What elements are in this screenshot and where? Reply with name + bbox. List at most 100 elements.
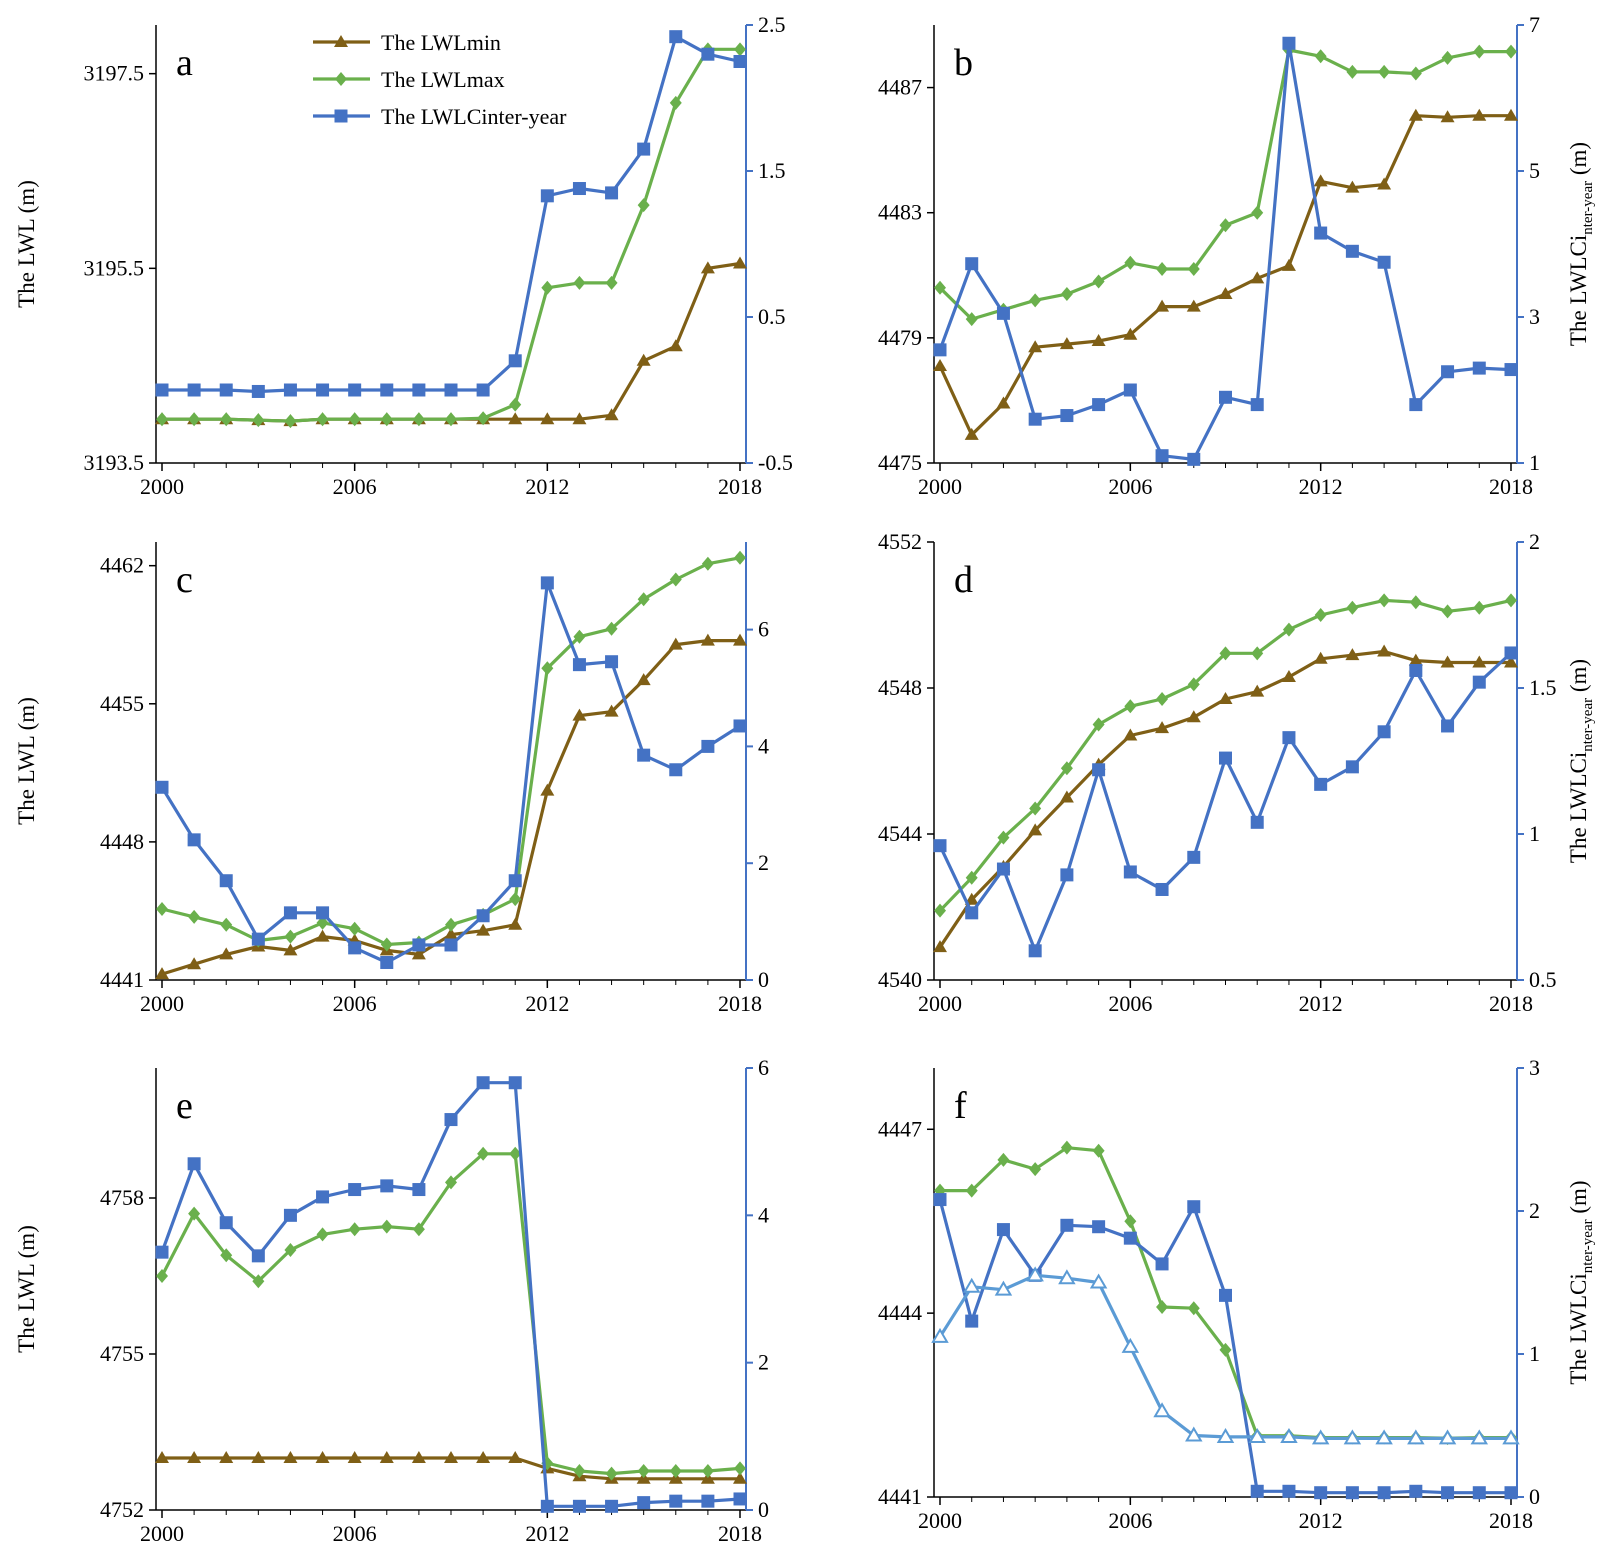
data-point-max xyxy=(316,1227,329,1242)
x-tick-label: 2018 xyxy=(718,1521,762,1546)
data-point-max xyxy=(156,1269,168,1283)
data-point-max xyxy=(965,870,978,885)
data-point-inter xyxy=(283,906,297,920)
data-point-inter xyxy=(637,142,651,156)
data-point-inter xyxy=(1060,1218,1074,1232)
data-point-min xyxy=(508,917,523,930)
right-axis-title-subscript: nter-year xyxy=(1580,698,1596,752)
right-tick-label: 5 xyxy=(1529,158,1540,183)
data-point-max xyxy=(997,1152,1010,1167)
right-tick-label: 4 xyxy=(758,733,769,758)
data-point-inter_light xyxy=(1502,1429,1520,1445)
data-point-max xyxy=(637,592,650,607)
panel-a: 3193.5 3195.5 3197.5 -0.5 0.5 1.5 2.5 2000 2006 2… xyxy=(14,12,793,499)
data-point-max xyxy=(1409,66,1422,81)
data-point-inter xyxy=(540,189,554,203)
x-tick-label: 2012 xyxy=(525,1521,569,1546)
data-point-inter xyxy=(1187,452,1201,466)
data-point-inter xyxy=(348,941,362,955)
data-point-max xyxy=(1314,49,1327,64)
data-point-max xyxy=(1251,646,1264,661)
data-point-inter xyxy=(380,955,394,969)
x-tick-label: 2012 xyxy=(1299,991,1343,1016)
data-point-max xyxy=(284,1243,297,1257)
data-point-min xyxy=(540,783,555,796)
data-point-inter xyxy=(155,1245,169,1259)
x-tick-label: 2006 xyxy=(333,474,377,499)
data-point-min xyxy=(604,704,619,717)
data-point-max xyxy=(1029,293,1042,308)
data-point-inter_light xyxy=(1026,1266,1044,1282)
data-point-max xyxy=(348,412,361,427)
data-point-max xyxy=(1505,44,1517,59)
data-point-min xyxy=(476,1451,491,1463)
data-point-inter xyxy=(1219,390,1232,404)
data-point-max xyxy=(1124,699,1137,714)
data-point-inter xyxy=(1250,398,1264,412)
data-point-inter xyxy=(1314,777,1328,791)
data-point-max xyxy=(734,42,746,57)
data-point-max xyxy=(412,412,425,427)
data-point-inter_light xyxy=(1407,1429,1425,1445)
data-point-max xyxy=(188,412,201,427)
data-point-max xyxy=(477,1146,490,1161)
right-tick-label: 1 xyxy=(1529,821,1540,846)
data-point-inter xyxy=(540,1499,554,1513)
right-tick-label: 3 xyxy=(1529,1055,1540,1080)
left-tick-label: 4483 xyxy=(878,200,922,225)
data-point-max xyxy=(1187,1301,1200,1316)
data-point-inter xyxy=(1472,675,1486,689)
right-axis-title-subscript: nter-year xyxy=(1580,181,1596,235)
data-point-inter_light xyxy=(1343,1429,1362,1445)
data-point-max xyxy=(1124,1214,1137,1229)
right-tick-label: 0 xyxy=(758,1497,769,1522)
data-point-max xyxy=(445,412,457,427)
data-point-max xyxy=(965,1183,978,1198)
data-point-min xyxy=(155,1451,169,1463)
x-tick-label: 2000 xyxy=(140,1521,184,1546)
data-point-min xyxy=(379,1451,394,1463)
data-point-max xyxy=(637,1464,650,1478)
x-tick-label: 2018 xyxy=(1489,474,1533,499)
right-axis-title-subscript: nter-year xyxy=(1580,1219,1596,1273)
panel-label: c xyxy=(176,559,193,601)
data-point-min xyxy=(964,427,979,440)
panel-label: a xyxy=(176,42,193,84)
legend-marker-inter xyxy=(334,109,348,123)
data-point-max xyxy=(1441,50,1454,65)
right-tick-label: 7 xyxy=(1529,12,1540,37)
data-point-inter xyxy=(1219,1288,1232,1302)
left-tick-label: 4441 xyxy=(878,1484,922,1509)
data-point-max xyxy=(1060,1140,1073,1155)
data-point-max xyxy=(156,412,168,427)
data-point-min xyxy=(668,637,683,650)
x-tick-label: 2012 xyxy=(1299,1508,1343,1533)
data-point-inter xyxy=(348,1183,362,1197)
data-point-min xyxy=(1218,691,1233,704)
data-point-inter xyxy=(933,343,947,357)
data-point-min xyxy=(508,1451,523,1463)
data-point-max xyxy=(252,1274,265,1289)
data-point-inter xyxy=(508,1076,522,1090)
data-point-max xyxy=(669,95,682,110)
data-point-min xyxy=(1313,174,1328,187)
data-point-max xyxy=(1473,600,1486,615)
x-tick-label: 2012 xyxy=(1299,474,1343,499)
data-point-min xyxy=(1091,333,1106,346)
data-point-inter xyxy=(1250,1484,1264,1498)
data-point-max xyxy=(1314,608,1327,622)
data-point-inter xyxy=(187,383,201,397)
data-point-max xyxy=(188,1206,201,1221)
data-point-min xyxy=(1028,823,1043,836)
x-tick-label: 2012 xyxy=(525,474,569,499)
data-point-min xyxy=(508,412,523,425)
data-point-min xyxy=(733,633,747,646)
data-point-max xyxy=(188,909,201,924)
data-point-inter xyxy=(1155,1257,1169,1271)
data-point-max xyxy=(605,1466,618,1481)
data-point-min xyxy=(604,408,619,421)
data-point-inter xyxy=(412,383,426,397)
data-point-inter xyxy=(1409,663,1423,677)
data-point-inter_light xyxy=(1089,1273,1108,1289)
data-point-max xyxy=(1282,622,1295,637)
